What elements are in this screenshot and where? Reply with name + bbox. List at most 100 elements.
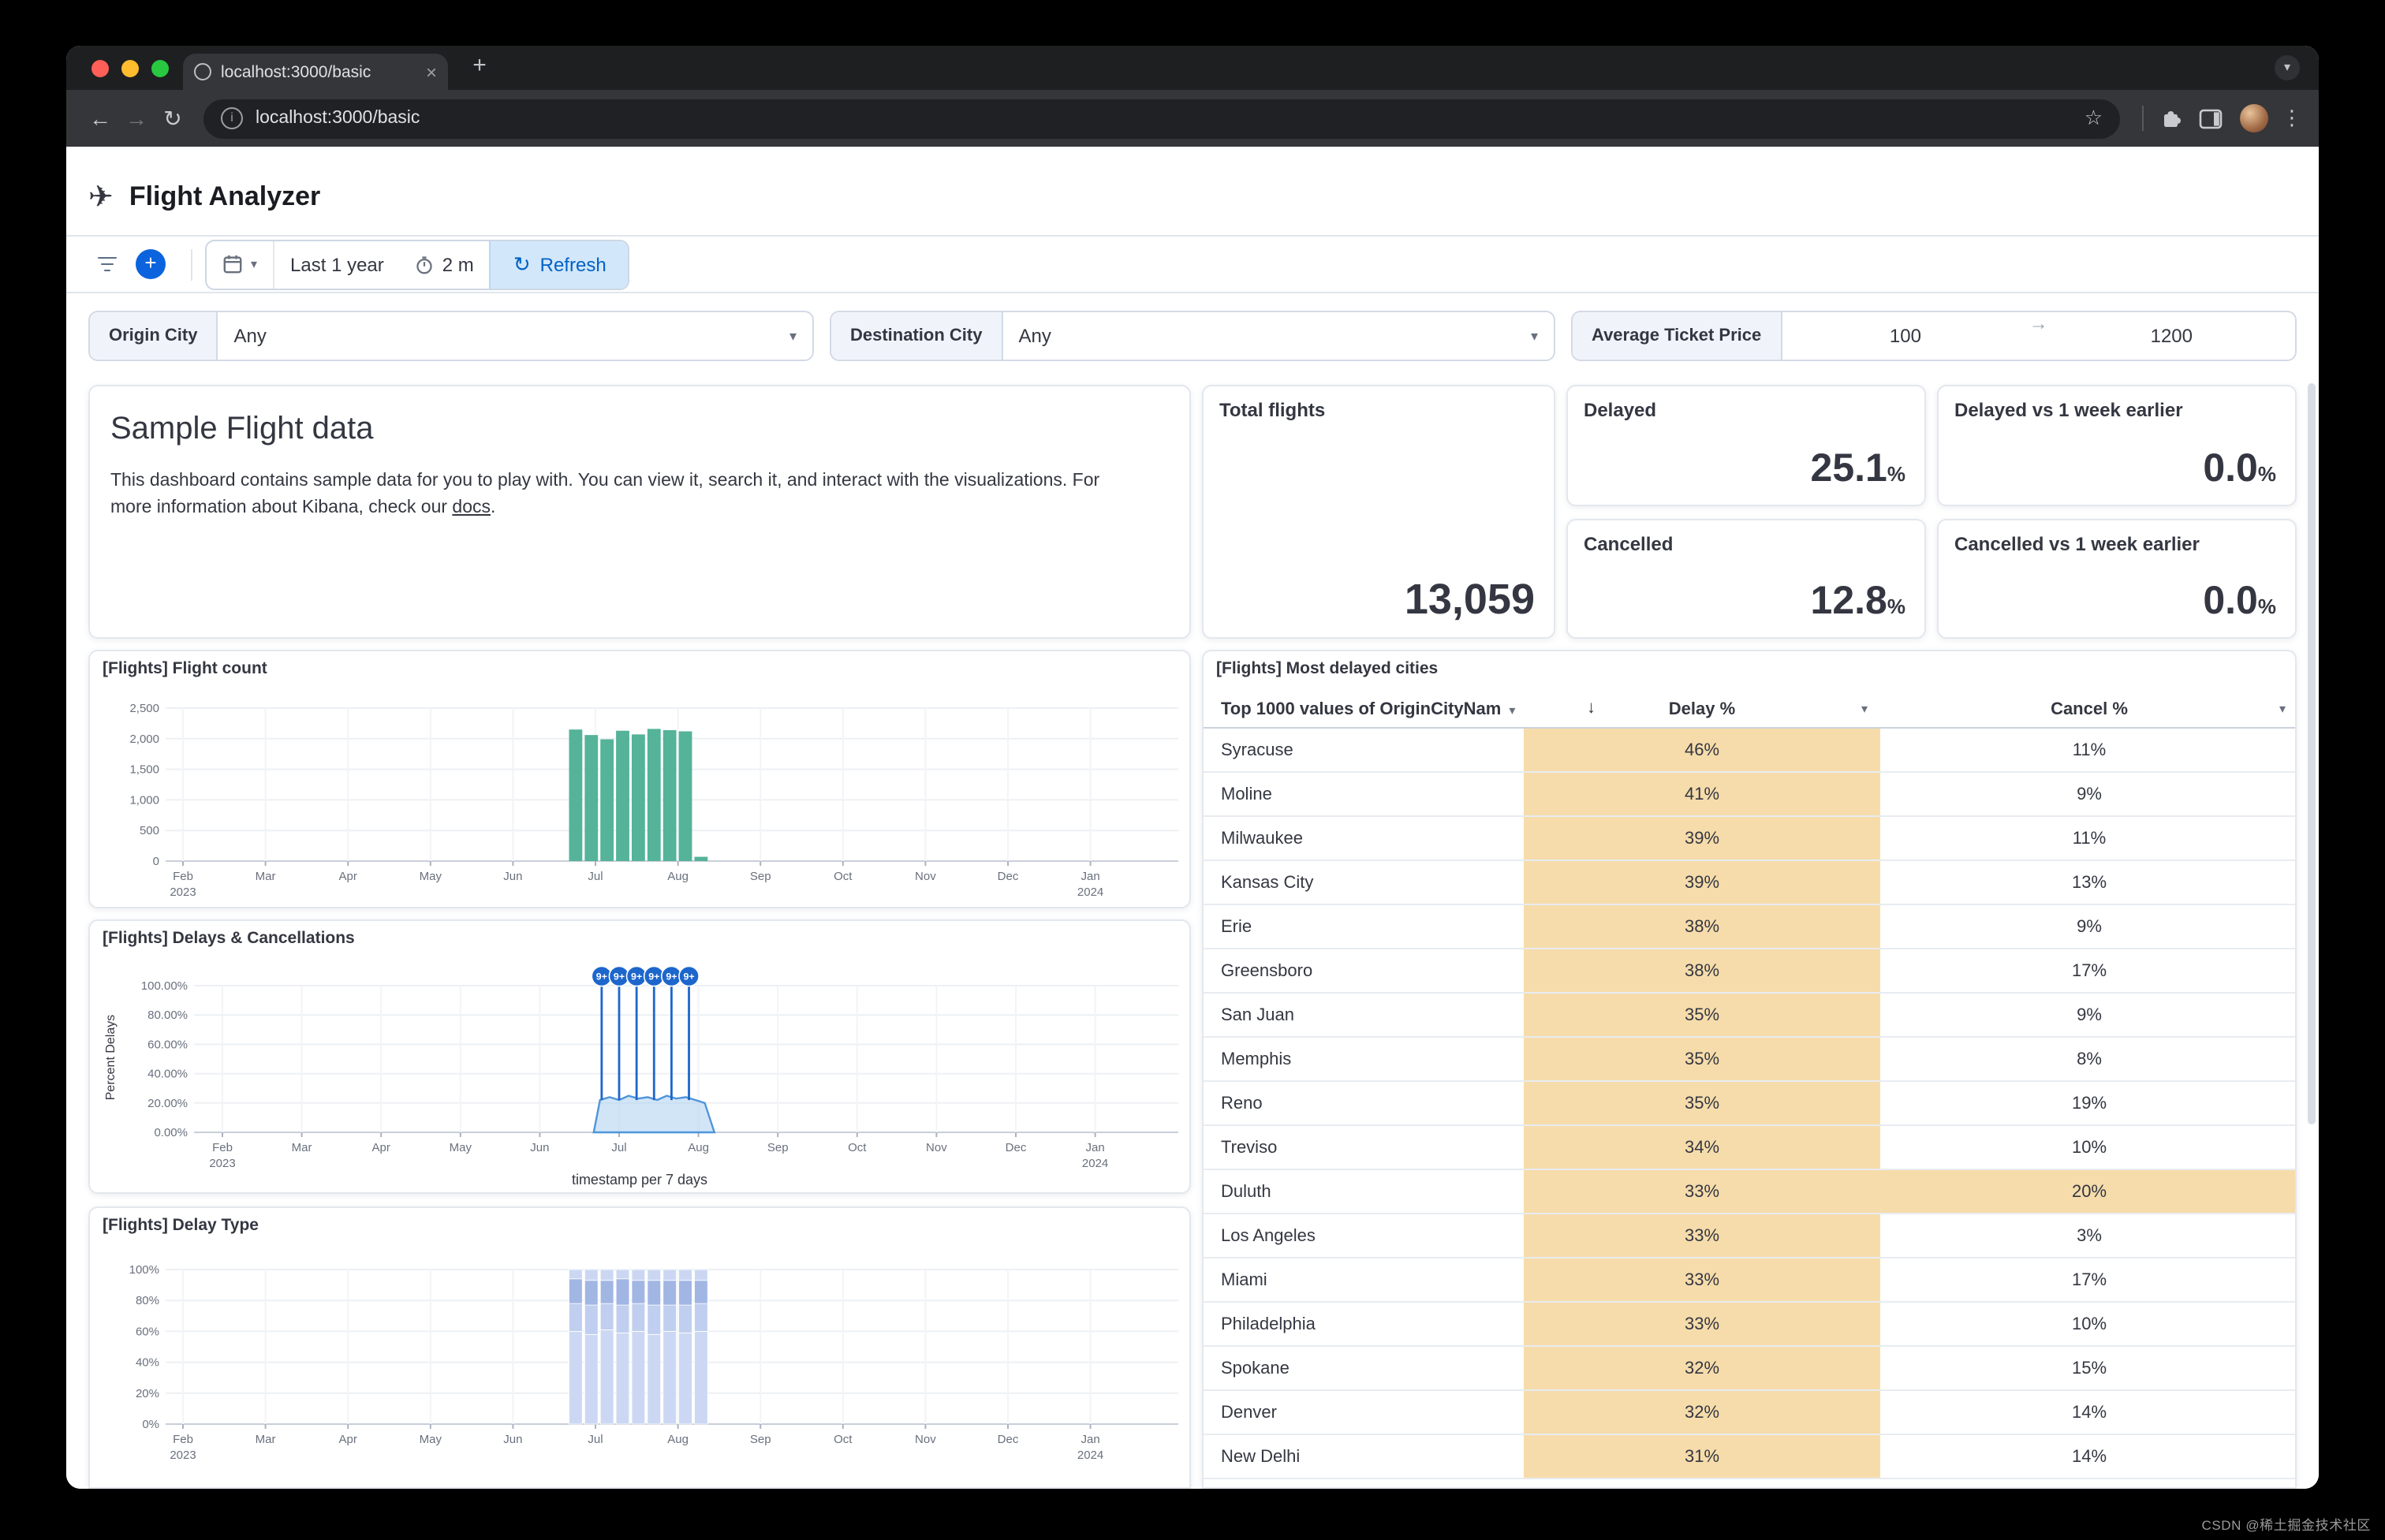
destination-city-select[interactable]: Any ▾ [1002, 312, 1554, 360]
intro-title: Sample Flight data [110, 412, 374, 446]
city-cell: Spokane [1204, 1346, 1524, 1391]
svg-text:20.00%: 20.00% [147, 1097, 188, 1110]
maximize-window-button[interactable] [151, 60, 169, 77]
delay-type-segment [678, 1280, 692, 1306]
svg-text:Jul: Jul [588, 870, 603, 883]
svg-text:9+: 9+ [596, 971, 607, 983]
svg-text:Sep: Sep [750, 1433, 771, 1446]
city-cell: New Delhi [1204, 1434, 1524, 1479]
cancel-cell: 14% [1880, 1390, 2295, 1435]
calendar-icon [223, 255, 242, 274]
delay-type-segment [678, 1304, 692, 1333]
delay-type-segment [662, 1330, 677, 1425]
reload-icon[interactable]: ↻ [163, 105, 182, 130]
extensions-puzzle-icon[interactable] [2161, 107, 2183, 129]
delay-cell: 32% [1524, 1390, 1880, 1435]
svg-text:9+: 9+ [648, 971, 659, 983]
refresh-button[interactable]: ↻ Refresh [489, 241, 629, 288]
browser-menu-icon[interactable]: ⋮ [2282, 106, 2302, 129]
bookmark-star-icon[interactable]: ☆ [2084, 106, 2103, 129]
add-filter-button[interactable]: + [136, 249, 166, 279]
svg-text:2024: 2024 [1077, 886, 1103, 899]
svg-text:Jan: Jan [1081, 1433, 1100, 1446]
delay-cell: 33% [1524, 1169, 1880, 1214]
page-content: ✈ Flight Analyzer + ▾ Last 1 year [66, 147, 2319, 1489]
delay-type-segment [584, 1269, 599, 1281]
svg-text:9+: 9+ [614, 971, 625, 983]
delay-type-segment [678, 1332, 692, 1425]
delay-type-segment [569, 1303, 583, 1332]
table-row: Moline 41% 9% [1204, 772, 2295, 817]
minimize-window-button[interactable] [121, 60, 139, 77]
new-tab-button[interactable]: + [472, 52, 487, 79]
city-cell: Milwaukee [1204, 816, 1524, 861]
total-flights-value: 13,059 [1404, 576, 1535, 623]
svg-text:1,000: 1,000 [129, 793, 159, 807]
docs-link[interactable]: docs [452, 498, 491, 517]
date-picker: ▾ Last 1 year 2 m ↻ Refresh [205, 239, 630, 289]
table-row: Duluth 33% 20% [1204, 1169, 2295, 1214]
page-scrollbar[interactable] [2308, 383, 2316, 1124]
delay-cell: 39% [1524, 860, 1880, 905]
tab-search-button[interactable]: ▾ [2275, 55, 2300, 80]
refresh-interval-button[interactable]: 2 m [400, 241, 490, 288]
total-flights-label: Total flights [1219, 399, 1326, 421]
price-max-input[interactable]: 1200 [2150, 325, 2193, 347]
svg-text:9+: 9+ [631, 971, 642, 983]
intro-body: This dashboard contains sample data for … [110, 468, 1144, 521]
address-bar[interactable]: i localhost:3000/basic ☆ [203, 99, 2120, 138]
cancelled-panel: Cancelled 12.8% [1566, 519, 1926, 639]
delay-type-segment [647, 1333, 662, 1425]
close-window-button[interactable] [91, 60, 109, 77]
calendar-dropdown[interactable]: ▾ [207, 241, 273, 288]
origin-city-value: Any [233, 325, 267, 347]
city-cell: Denver [1204, 1390, 1524, 1435]
delay-type-segment [584, 1280, 599, 1306]
chevron-down-icon: ▾ [1509, 703, 1516, 718]
svg-text:100.00%: 100.00% [141, 979, 188, 993]
side-panel-icon[interactable] [2199, 108, 2223, 129]
origin-city-select[interactable]: Any ▾ [218, 312, 812, 360]
delay-type-segment [647, 1304, 662, 1335]
site-info-icon[interactable]: i [221, 107, 243, 129]
back-icon[interactable]: ← [89, 106, 111, 131]
delay-type-segment [631, 1303, 646, 1332]
delayed-value: 25.1% [1810, 446, 1905, 490]
city-cell: Treviso [1204, 1125, 1524, 1170]
delay-type-segment [599, 1303, 614, 1330]
city-cell: Duluth [1204, 1169, 1524, 1214]
svg-text:2,000: 2,000 [129, 733, 159, 746]
svg-text:0: 0 [153, 855, 159, 868]
delayed-panel: Delayed 25.1% [1566, 385, 1926, 506]
delay-type-segment [599, 1329, 614, 1425]
browser-tab[interactable]: localhost:3000/basic × [183, 54, 448, 90]
delay-type-segment [647, 1280, 662, 1306]
forward-icon[interactable]: → [125, 106, 147, 131]
cluster-badge[interactable] [678, 965, 700, 987]
column-header-delay[interactable]: ↓ Delay % ▾ [1524, 692, 1880, 729]
date-range-button[interactable]: Last 1 year [274, 241, 400, 288]
table-row: Miami 33% 17% [1204, 1258, 2295, 1303]
profile-avatar[interactable] [2240, 104, 2268, 132]
svg-text:60%: 60% [136, 1325, 159, 1338]
tab-close-icon[interactable]: × [425, 61, 437, 83]
cancel-cell: 20% [1880, 1169, 2295, 1214]
chevron-down-icon: ▾ [251, 257, 258, 271]
delay-type-segment [615, 1278, 630, 1306]
svg-text:May: May [450, 1141, 472, 1154]
watermark: CSDN @稀土掘金技术社区 [2201, 1516, 2371, 1532]
column-header-city[interactable]: Top 1000 values of OriginCityNam ▾ [1204, 692, 1524, 729]
delay-type-segment [631, 1269, 646, 1281]
price-min-input[interactable]: 100 [1889, 325, 1921, 347]
delay-type-panel: [Flights] Delay Type 0% 20% 40% 60% 80% 100% F… [88, 1206, 1191, 1489]
delay-type-segment [631, 1280, 646, 1304]
column-header-cancel[interactable]: Cancel % ▾ [1880, 692, 2295, 729]
city-cell: Miami [1204, 1258, 1524, 1303]
chevron-down-icon: ▾ [789, 327, 797, 343]
delay-cell: 35% [1524, 1081, 1880, 1126]
svg-text:Jun: Jun [503, 1433, 522, 1446]
filter-icon[interactable] [88, 245, 126, 283]
delay-cell: 46% [1524, 728, 1880, 773]
svg-text:40.00%: 40.00% [147, 1068, 188, 1081]
